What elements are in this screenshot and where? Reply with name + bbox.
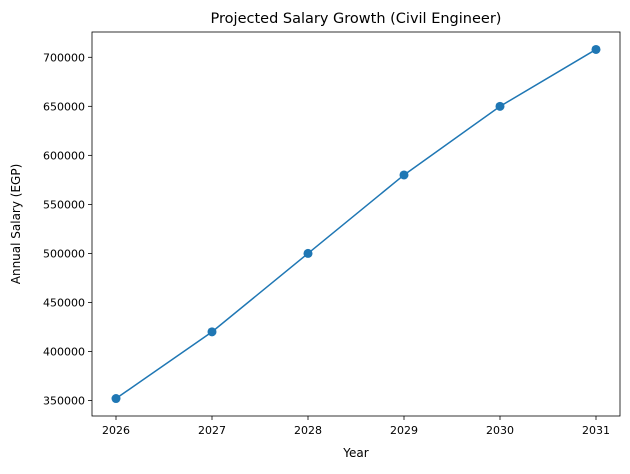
- data-point: [111, 394, 121, 404]
- x-tick-label: 2030: [486, 424, 514, 437]
- x-tick-label: 2026: [102, 424, 130, 437]
- x-tick-label: 2028: [294, 424, 322, 437]
- plot-area: 2026 2027 2028 2029 2030 2031 350000 400000 4500…: [43, 31, 621, 437]
- x-tick-label: 2029: [390, 424, 418, 437]
- x-tick-label: 2031: [582, 424, 610, 437]
- series-line: [115, 48, 597, 400]
- x-axis-label: Year: [342, 446, 368, 460]
- y-tick-label: 500000: [43, 247, 85, 260]
- y-tick-label: 650000: [43, 100, 85, 113]
- y-tick-label: 700000: [43, 51, 85, 64]
- y-tick-label: 400000: [43, 345, 85, 358]
- axes-frame: [91, 31, 621, 417]
- data-point: [207, 327, 217, 337]
- chart-title: Projected Salary Growth (Civil Engineer): [211, 11, 502, 27]
- data-point: [303, 248, 313, 258]
- data-point: [399, 170, 409, 180]
- y-axis-label: Annual Salary (EGP): [9, 164, 23, 285]
- y-tick-label: 450000: [43, 296, 85, 309]
- x-tick-label: 2027: [198, 424, 226, 437]
- data-point: [591, 44, 601, 54]
- data-point: [495, 101, 505, 111]
- y-tick-label: 600000: [43, 149, 85, 162]
- y-tick-label: 550000: [43, 198, 85, 211]
- y-tick-label: 350000: [43, 395, 85, 408]
